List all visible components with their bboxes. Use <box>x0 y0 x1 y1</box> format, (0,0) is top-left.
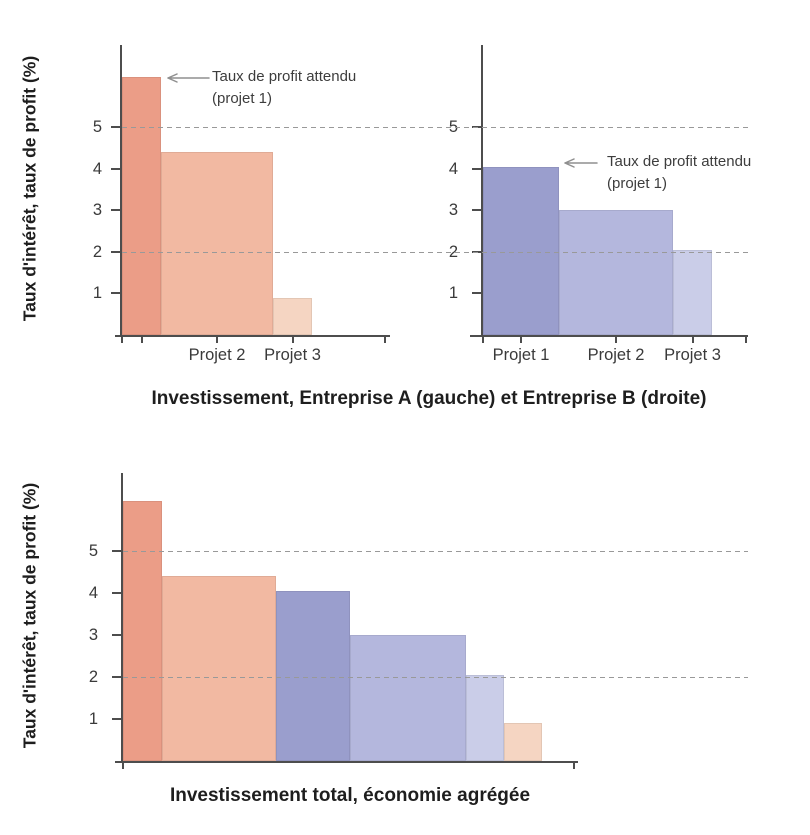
bar-a-2 <box>161 151 273 335</box>
arrow-left-icon <box>167 73 210 83</box>
bar-agg-6 <box>504 723 542 761</box>
arrow-left-icon <box>564 158 598 168</box>
y-tick-label: 1 <box>64 709 98 729</box>
y-tick-label: 3 <box>64 625 98 645</box>
x-tick <box>216 337 218 343</box>
gridline-5-bottom <box>123 551 748 553</box>
x-tick <box>122 763 124 769</box>
y-tick <box>111 167 120 170</box>
bar-agg-2 <box>162 576 276 761</box>
y-tick <box>472 167 481 170</box>
y-tick <box>112 676 121 678</box>
category-label: Projet 2 <box>188 346 246 364</box>
y-axis <box>481 45 483 337</box>
x-tick <box>140 337 143 343</box>
category-label: Projet 3 <box>264 346 321 364</box>
annotation-line-2: (projet 1) <box>607 175 668 192</box>
y-tick-label: 1 <box>424 283 458 304</box>
bar-b-2 <box>559 210 673 335</box>
annotation-line-1: Taux de profit attendu <box>607 153 752 170</box>
annotation-text: Taux de profit attendu (projet 1) <box>212 66 356 110</box>
x-tick <box>482 337 484 343</box>
y-tick <box>111 292 120 295</box>
y-tick-label: 3 <box>68 200 102 221</box>
x-tick <box>520 337 522 343</box>
x-axis-label-bottom: Investissement total, économie agrégée <box>169 785 531 806</box>
bar-a-1 <box>122 77 161 335</box>
y-tick-label: 2 <box>64 667 98 687</box>
annotation-line-2: (projet 1) <box>212 90 273 107</box>
y-tick-label: 4 <box>424 158 458 179</box>
category-label: Projet 3 <box>664 346 721 364</box>
x-tick <box>384 337 386 343</box>
gridline-5-top <box>122 127 748 129</box>
bar-agg-3 <box>276 590 350 761</box>
bar-agg-1 <box>123 500 162 761</box>
gridline-2-bottom <box>123 677 748 679</box>
y-tick-label: 5 <box>64 541 98 561</box>
annotation-text: Taux de profit attendu (projet 1) <box>607 151 751 195</box>
x-axis <box>470 335 748 337</box>
bar-b-3 <box>673 249 712 335</box>
y-axis <box>120 45 122 337</box>
y-axis <box>121 473 123 763</box>
y-tick-label: 4 <box>68 158 102 179</box>
y-axis-label-bottom: Taux d'intérêt, taux de profit (%) <box>19 482 40 749</box>
x-tick <box>691 337 694 343</box>
category-label: Projet 1 <box>492 346 550 364</box>
x-tick <box>573 763 575 769</box>
y-tick <box>112 592 121 594</box>
y-tick <box>111 250 120 253</box>
y-tick <box>112 718 121 720</box>
x-tick <box>745 337 747 343</box>
gridline-2-top <box>122 251 748 254</box>
y-tick <box>112 634 121 636</box>
y-tick <box>472 292 481 295</box>
bar-agg-5 <box>466 674 504 761</box>
x-axis-label-top: Investissement, Entreprise A (gauche) et… <box>151 388 707 409</box>
x-tick <box>121 337 123 343</box>
category-label: Projet 2 <box>587 346 645 364</box>
y-tick-label: 1 <box>68 283 102 304</box>
x-axis <box>115 335 390 337</box>
bar-b-1 <box>483 166 559 335</box>
y-tick-label: 5 <box>68 117 102 137</box>
x-tick <box>615 337 617 343</box>
x-axis <box>115 761 578 763</box>
y-axis-label-top: Taux d'intérêt, taux de profit (%) <box>19 55 40 322</box>
y-tick-label: 2 <box>68 241 102 262</box>
y-tick-label: 3 <box>424 200 458 221</box>
x-tick <box>291 337 294 343</box>
y-tick <box>111 209 120 212</box>
y-tick-label: 4 <box>64 583 98 603</box>
y-tick <box>472 209 481 212</box>
bar-a-3 <box>273 297 312 335</box>
annotation-line-1: Taux de profit attendu <box>212 68 357 85</box>
bar-agg-4 <box>350 635 466 761</box>
y-tick <box>111 126 120 128</box>
y-tick <box>112 550 121 552</box>
